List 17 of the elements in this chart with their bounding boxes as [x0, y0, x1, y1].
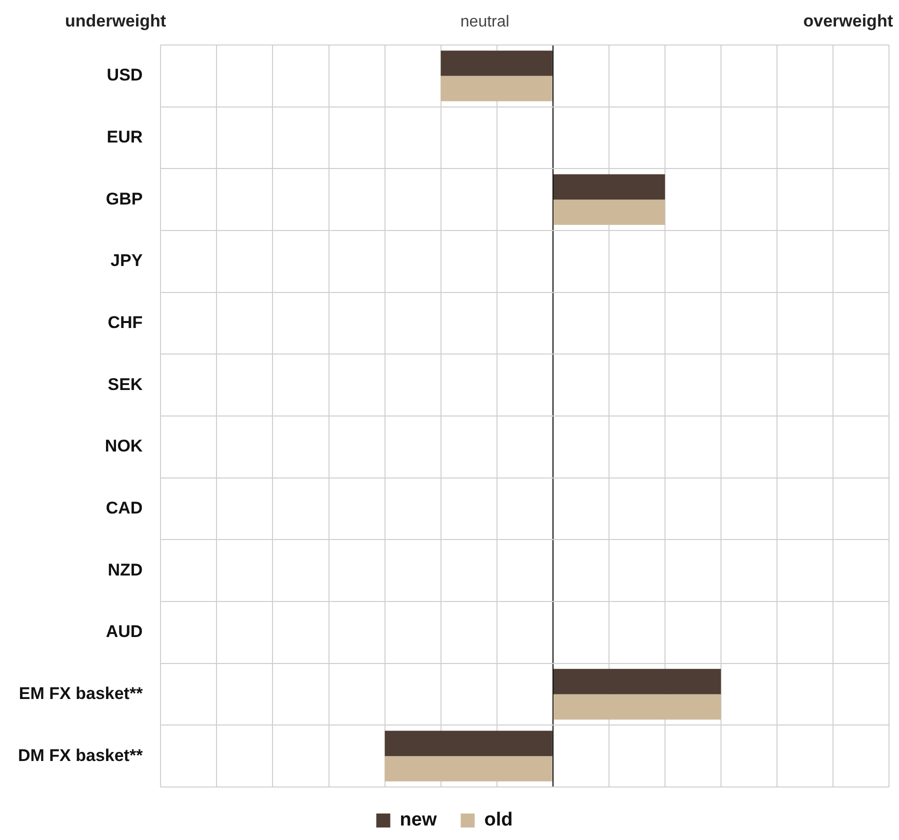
y-tick-label: SEK: [108, 374, 144, 394]
legend-label: new: [400, 810, 437, 831]
y-tick-label: EM FX basket**: [18, 684, 144, 703]
legend-label: old: [484, 810, 513, 831]
y-tick-label: AUD: [106, 622, 143, 642]
y-tick-label: CAD: [106, 498, 143, 518]
y-tick-label: DM FX basket**: [18, 746, 144, 765]
text: underweight: [65, 12, 166, 31]
y-tick-label: NZD: [108, 560, 143, 580]
y-tick-label: CHF: [108, 312, 143, 332]
y-tick-label: NOK: [104, 436, 144, 456]
text: neutral: [460, 13, 510, 30]
y-tick-label: GBP: [106, 189, 143, 208]
y-tick-label: USD: [106, 66, 143, 85]
y-tick-label: EUR: [106, 127, 143, 146]
y-tick-label: JPY: [110, 251, 144, 270]
text: overweight: [803, 12, 894, 31]
